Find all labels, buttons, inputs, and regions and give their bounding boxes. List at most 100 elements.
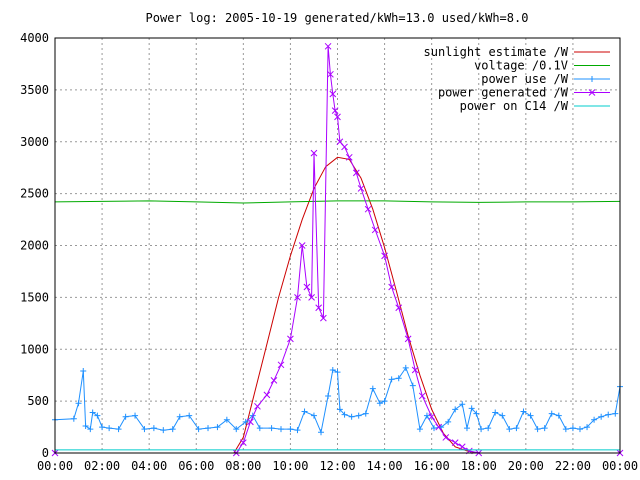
data-point (310, 149, 318, 157)
data-point (355, 412, 362, 419)
data-point (75, 400, 82, 407)
data-point (263, 391, 271, 399)
data-point (442, 434, 450, 441)
data-point (278, 426, 284, 433)
data-point (371, 226, 379, 234)
data-point (463, 425, 470, 432)
data-point (99, 424, 106, 431)
data-point (445, 418, 452, 425)
data-point (369, 385, 376, 392)
data-point (233, 426, 240, 433)
data-point (176, 413, 183, 420)
data-point (591, 416, 598, 423)
y-tick-label: 500 (27, 394, 49, 408)
data-point (301, 408, 308, 415)
data-point (334, 369, 341, 376)
data-point (451, 439, 459, 446)
data-point (287, 335, 294, 343)
data-point (428, 413, 436, 421)
data-point (327, 70, 334, 78)
series-line (54, 366, 621, 435)
data-point (331, 107, 339, 114)
data-point (381, 398, 388, 405)
data-point (605, 411, 612, 418)
y-tick-label: 4000 (20, 31, 49, 45)
data-point (89, 409, 96, 416)
data-point (294, 294, 301, 301)
data-point (534, 426, 541, 433)
data-point (395, 304, 403, 312)
y-tick-label: 0 (42, 446, 49, 460)
data-point (315, 304, 323, 312)
data-point (569, 425, 576, 432)
x-tick-label: 22:00 (555, 459, 591, 473)
x-tick-label: 16:00 (414, 459, 450, 473)
data-point (513, 425, 520, 432)
data-point (499, 412, 506, 419)
data-point (270, 377, 278, 384)
x-tick-label: 02:00 (84, 459, 120, 473)
data-point (87, 426, 94, 433)
data-point (254, 402, 261, 410)
x-tick-label: 08:00 (225, 459, 261, 473)
data-point (186, 412, 193, 419)
data-point (588, 89, 596, 96)
data-point (376, 400, 383, 407)
series-sunlight-estimate-w (55, 156, 620, 454)
data-point (160, 427, 167, 434)
data-point (485, 425, 492, 432)
data-point (268, 425, 275, 432)
chart-title: Power log: 2005-10-19 generated/kWh=13.0… (146, 11, 529, 25)
data-point (325, 392, 332, 399)
data-point (541, 425, 548, 432)
data-point (423, 412, 430, 419)
y-tick-label: 3500 (20, 83, 49, 97)
data-point (395, 375, 402, 382)
data-point (205, 425, 212, 432)
data-point (381, 252, 388, 260)
legend-label: power use /W (481, 72, 568, 86)
data-point (223, 416, 230, 423)
data-point (431, 425, 438, 432)
data-point (277, 361, 285, 369)
data-point (310, 412, 317, 419)
x-tick-labels: 00:00 02:00 04:00 06:00 08:00 10:00 12:00 14:00… (37, 459, 638, 473)
data-point (242, 418, 249, 425)
data-point (435, 423, 443, 431)
data-point (132, 412, 139, 419)
data-point (584, 424, 591, 431)
data-point (256, 425, 263, 432)
data-point (82, 423, 89, 430)
data-point (141, 426, 148, 433)
x-tick-label: 00:00 (37, 459, 73, 473)
data-point (459, 401, 466, 408)
data-point (303, 283, 311, 291)
data-point (150, 425, 157, 432)
data-point (364, 205, 372, 213)
data-point (247, 418, 254, 426)
data-point (336, 406, 343, 413)
data-point (348, 413, 355, 420)
data-point (416, 426, 423, 433)
data-point (357, 185, 365, 192)
data-point (402, 364, 409, 371)
series-line (55, 156, 620, 454)
series-power-generated-w (51, 42, 624, 457)
data-point (334, 113, 341, 121)
series-voltage-0-1v (54, 200, 621, 204)
x-tick-label: 00:00 (602, 459, 638, 473)
data-point (214, 424, 221, 431)
series-power-use-w (52, 364, 623, 436)
data-point (352, 169, 360, 177)
data-point (411, 366, 419, 374)
data-point (320, 314, 327, 322)
data-point (468, 405, 475, 412)
data-point (555, 412, 562, 419)
data-point (388, 376, 395, 383)
data-point (506, 426, 513, 433)
data-point (329, 367, 336, 373)
data-point (308, 294, 315, 301)
data-point (122, 413, 129, 420)
y-tick-label: 1000 (20, 342, 49, 356)
